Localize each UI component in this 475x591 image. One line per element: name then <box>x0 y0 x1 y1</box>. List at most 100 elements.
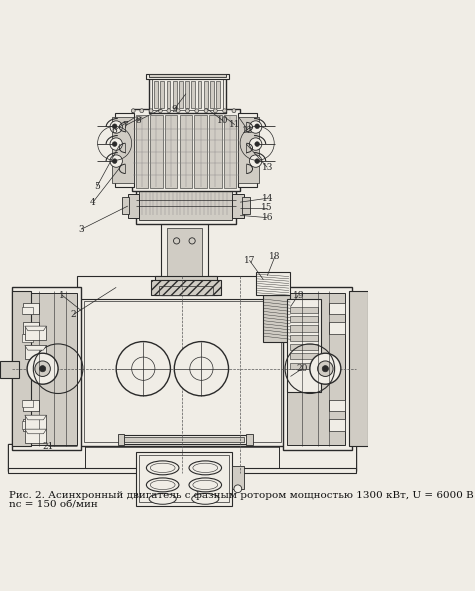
Text: 12: 12 <box>242 126 254 135</box>
Bar <box>194 115 207 188</box>
Circle shape <box>322 366 328 372</box>
Bar <box>180 115 192 188</box>
Circle shape <box>167 109 171 113</box>
Text: 6: 6 <box>112 126 117 135</box>
Bar <box>291 316 318 322</box>
Bar <box>159 286 213 295</box>
Bar <box>286 293 345 444</box>
Bar <box>120 434 248 444</box>
Bar <box>291 344 318 350</box>
Polygon shape <box>25 326 47 331</box>
Text: 18: 18 <box>269 252 281 261</box>
Bar <box>112 117 134 183</box>
Circle shape <box>255 124 259 129</box>
Bar <box>8 444 85 471</box>
Ellipse shape <box>192 493 219 504</box>
Bar <box>154 80 158 108</box>
Ellipse shape <box>146 461 179 475</box>
Circle shape <box>27 353 58 384</box>
Bar <box>263 295 291 342</box>
Bar <box>25 415 47 429</box>
Text: 8: 8 <box>135 116 141 125</box>
Bar <box>216 80 220 108</box>
Bar <box>135 115 148 188</box>
Bar <box>238 113 257 187</box>
Circle shape <box>186 109 190 113</box>
Bar <box>140 456 228 502</box>
Bar <box>19 293 77 444</box>
Text: 20: 20 <box>296 364 308 373</box>
Bar <box>25 326 47 340</box>
Circle shape <box>310 353 341 384</box>
Bar <box>247 434 253 444</box>
Bar <box>224 115 236 188</box>
Circle shape <box>249 138 262 150</box>
Text: 5: 5 <box>94 182 100 191</box>
Bar <box>146 74 229 79</box>
Bar <box>173 80 177 108</box>
Ellipse shape <box>189 478 221 492</box>
Bar <box>135 452 232 506</box>
Bar <box>23 303 39 314</box>
Text: 14: 14 <box>262 194 273 203</box>
Bar <box>8 444 356 471</box>
Circle shape <box>140 109 144 113</box>
Bar <box>23 400 39 411</box>
Bar <box>291 325 318 332</box>
Bar <box>128 194 140 217</box>
Circle shape <box>232 109 236 113</box>
Bar <box>150 115 162 188</box>
Circle shape <box>195 109 199 113</box>
Circle shape <box>131 109 135 113</box>
Ellipse shape <box>146 478 179 492</box>
Polygon shape <box>25 415 47 420</box>
Bar <box>77 295 286 446</box>
Circle shape <box>249 155 262 167</box>
Bar <box>11 291 31 446</box>
Text: 3: 3 <box>78 225 84 234</box>
Circle shape <box>110 155 123 167</box>
Bar <box>198 80 201 108</box>
Circle shape <box>110 121 123 133</box>
Bar <box>22 334 32 342</box>
Polygon shape <box>25 346 47 350</box>
Bar <box>165 115 177 188</box>
Circle shape <box>39 366 46 372</box>
Circle shape <box>174 342 228 396</box>
Bar <box>11 447 353 468</box>
Bar <box>118 434 124 444</box>
Circle shape <box>255 159 259 164</box>
Bar <box>23 419 39 431</box>
Bar <box>329 400 345 411</box>
Text: Рис. 2. Асинхронный двигатель с фазным ротором мощностью 1300 кВт, U = 6000 В: Рис. 2. Асинхронный двигатель с фазным р… <box>10 491 474 500</box>
Bar <box>132 109 240 190</box>
Bar <box>152 79 223 110</box>
Text: nс = 150 об/мин: nс = 150 об/мин <box>10 501 98 509</box>
Bar <box>114 113 134 187</box>
Text: 4: 4 <box>90 197 96 207</box>
Bar <box>25 429 47 443</box>
Bar <box>242 197 250 214</box>
Bar <box>161 222 208 295</box>
Bar <box>291 307 318 313</box>
Circle shape <box>158 109 162 113</box>
Bar <box>161 80 164 108</box>
Bar <box>149 76 226 113</box>
Bar <box>232 194 244 217</box>
Ellipse shape <box>149 493 176 504</box>
Text: 2: 2 <box>71 310 76 319</box>
Text: 9: 9 <box>171 105 177 113</box>
Bar <box>155 276 217 295</box>
Bar <box>23 322 39 334</box>
Circle shape <box>112 159 117 164</box>
Bar <box>167 80 171 108</box>
Circle shape <box>223 109 227 113</box>
Text: 11: 11 <box>229 120 240 129</box>
Circle shape <box>213 109 217 113</box>
Bar <box>349 291 368 446</box>
Bar <box>135 187 236 224</box>
Circle shape <box>176 109 180 113</box>
Bar <box>140 190 232 220</box>
Circle shape <box>249 121 262 133</box>
Bar <box>291 362 318 369</box>
